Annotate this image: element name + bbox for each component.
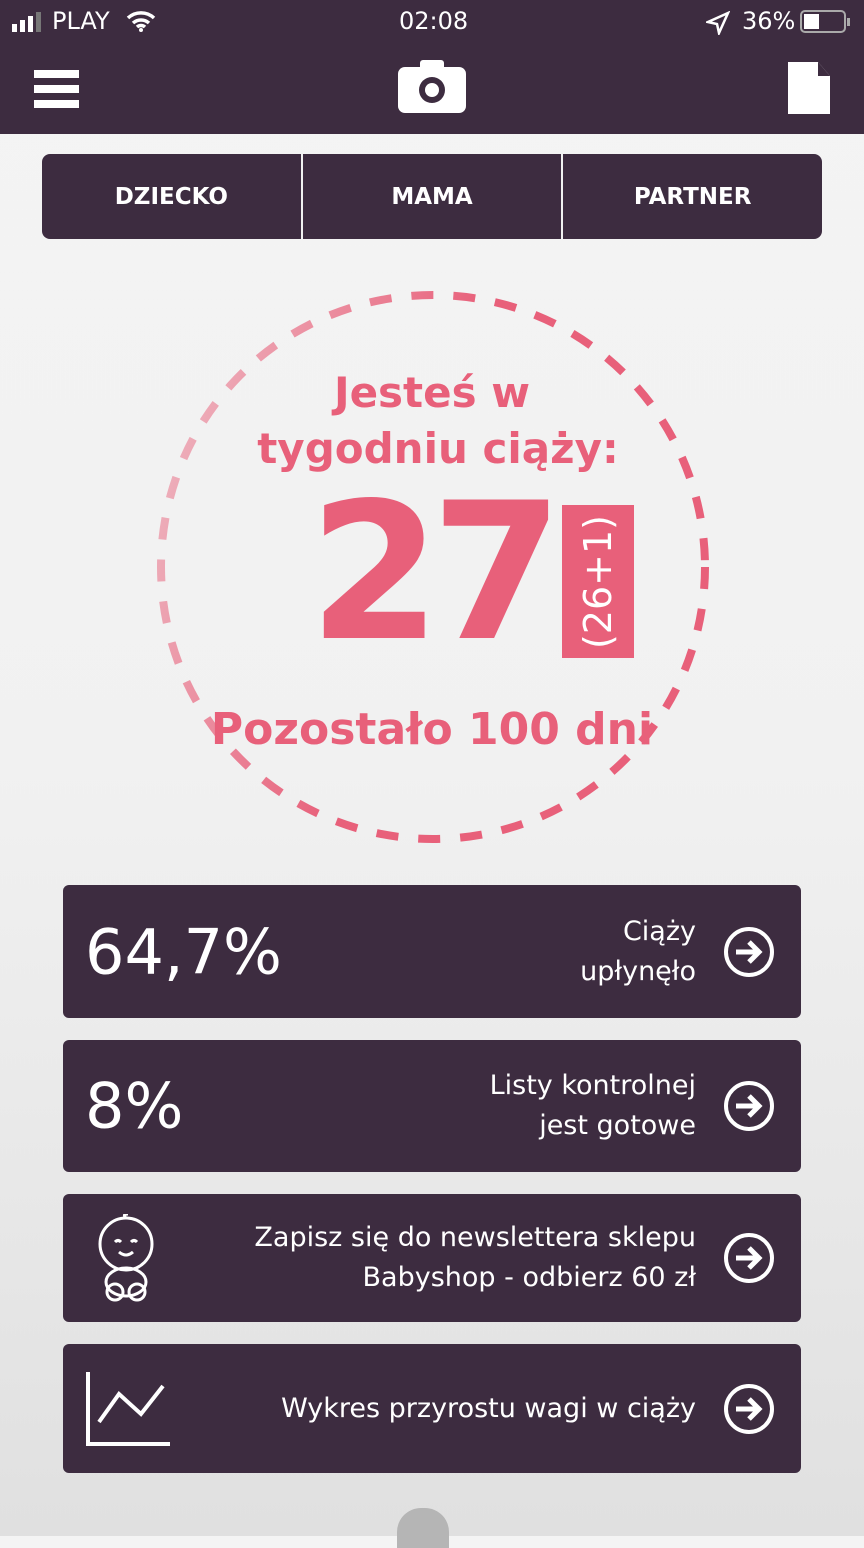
baby-icon: [98, 1214, 154, 1302]
signal-icon: [12, 12, 41, 32]
arrow-right-icon[interactable]: [723, 1080, 775, 1132]
weight-chart-label: Wykres przyrostu wagi w ciąży: [281, 1392, 696, 1424]
progress-value: 64,7%: [85, 915, 282, 988]
camera-icon[interactable]: [398, 60, 466, 114]
checklist-label: Listy kontrolnej jest gotowe: [489, 1070, 696, 1141]
arrow-right-icon[interactable]: [723, 926, 775, 978]
chart-icon: [86, 1372, 170, 1446]
time: 02:08: [399, 7, 469, 35]
week-label-line2: tygodniu ciąży:: [257, 424, 619, 473]
partial-illustration: [397, 1508, 449, 1548]
tab-dziecko[interactable]: DZIECKO: [42, 154, 303, 239]
checklist-card[interactable]: 8% Listy kontrolnej jest gotowe: [63, 1040, 801, 1172]
days-remaining: Pozostało 100 dni: [210, 704, 654, 755]
week-number: 27: [308, 462, 563, 683]
document-icon[interactable]: [786, 60, 832, 116]
status-bar: PLAY 02:08 36%: [0, 0, 864, 44]
tab-mama[interactable]: MAMA: [303, 154, 564, 239]
tab-bar: DZIECKO MAMA PARTNER: [42, 154, 822, 239]
battery-percent: 36%: [742, 7, 796, 35]
carrier: PLAY: [52, 7, 110, 35]
wifi-icon: [126, 11, 156, 32]
top-nav: [0, 44, 864, 134]
arrow-right-icon[interactable]: [723, 1383, 775, 1435]
newsletter-card[interactable]: Zapisz się do newslettera sklepu Babyshop…: [63, 1194, 801, 1322]
week-label-line1: Jesteś w: [333, 368, 531, 417]
progress-label: Ciąży upłynęło: [580, 915, 696, 987]
battery-icon: [800, 10, 850, 33]
progress-ring: [157, 291, 709, 843]
week-detail: (26+1): [576, 514, 620, 649]
newsletter-label: Zapisz się do newslettera sklepu Babyshop…: [254, 1222, 696, 1293]
checklist-value: 8%: [85, 1069, 184, 1143]
menu-icon[interactable]: [34, 70, 80, 108]
arrow-right-icon[interactable]: [723, 1232, 775, 1284]
location-icon: [706, 11, 730, 35]
tab-partner[interactable]: PARTNER: [633, 183, 752, 210]
progress-card[interactable]: 64,7% Ciąży upłynęło: [63, 885, 801, 1018]
week-detail-badge: (26+1): [562, 505, 634, 658]
weight-chart-card[interactable]: Wykres przyrostu wagi w ciąży: [63, 1344, 801, 1473]
